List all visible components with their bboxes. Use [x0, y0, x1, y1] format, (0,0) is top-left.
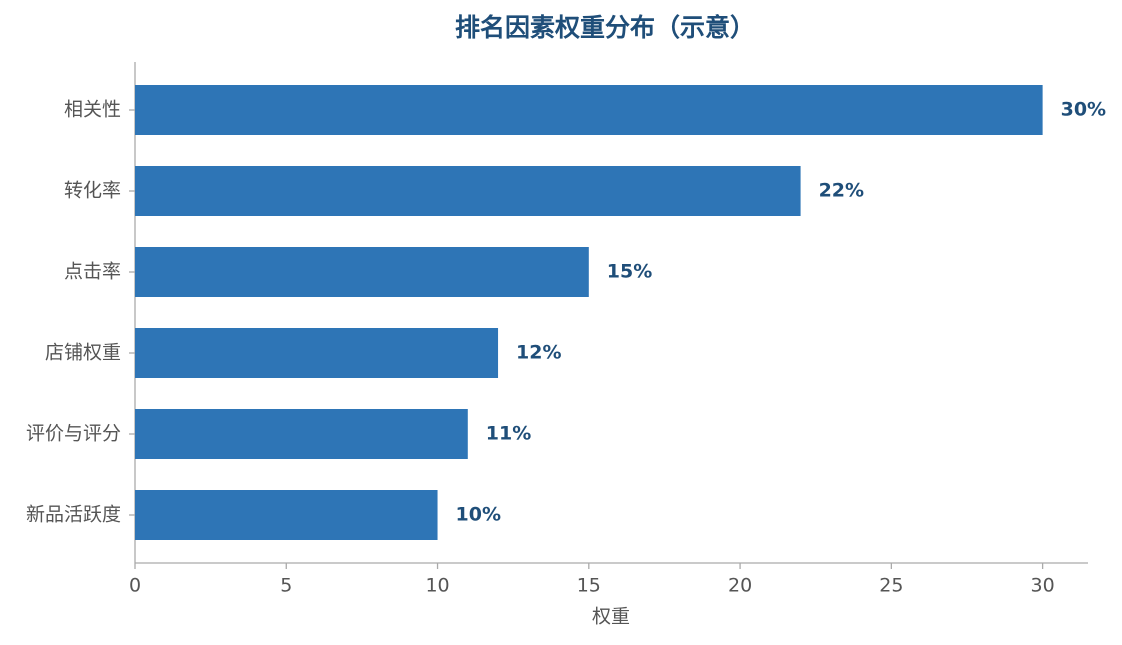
- bar: [135, 166, 801, 216]
- x-tick-label: 30: [1031, 575, 1055, 597]
- bar: [135, 490, 438, 540]
- value-label: 12%: [516, 342, 561, 364]
- bar: [135, 85, 1043, 135]
- value-label: 15%: [607, 261, 652, 283]
- y-tick-label: 评价与评分: [26, 423, 121, 445]
- y-tick-label: 新品活跃度: [26, 504, 121, 526]
- bar: [135, 409, 468, 459]
- x-tick-label: 5: [280, 575, 292, 597]
- chart-title: 排名因素权重分布（示意）: [455, 13, 755, 42]
- y-tick-label: 点击率: [64, 261, 121, 283]
- x-tick-label: 25: [879, 575, 903, 597]
- x-tick-label: 10: [425, 575, 449, 597]
- value-label: 30%: [1061, 99, 1106, 121]
- value-label: 22%: [819, 180, 864, 202]
- bar: [135, 328, 499, 378]
- y-tick-label: 相关性: [64, 99, 121, 121]
- value-label: 11%: [486, 423, 531, 445]
- y-tick-label: 店铺权重: [45, 342, 121, 364]
- y-tick-label: 转化率: [64, 180, 121, 202]
- x-axis-label: 权重: [592, 606, 630, 628]
- x-tick-label: 15: [577, 575, 601, 597]
- x-tick-label: 0: [129, 575, 141, 597]
- x-tick-label: 20: [728, 575, 752, 597]
- value-label: 10%: [456, 504, 501, 526]
- bar: [135, 247, 589, 297]
